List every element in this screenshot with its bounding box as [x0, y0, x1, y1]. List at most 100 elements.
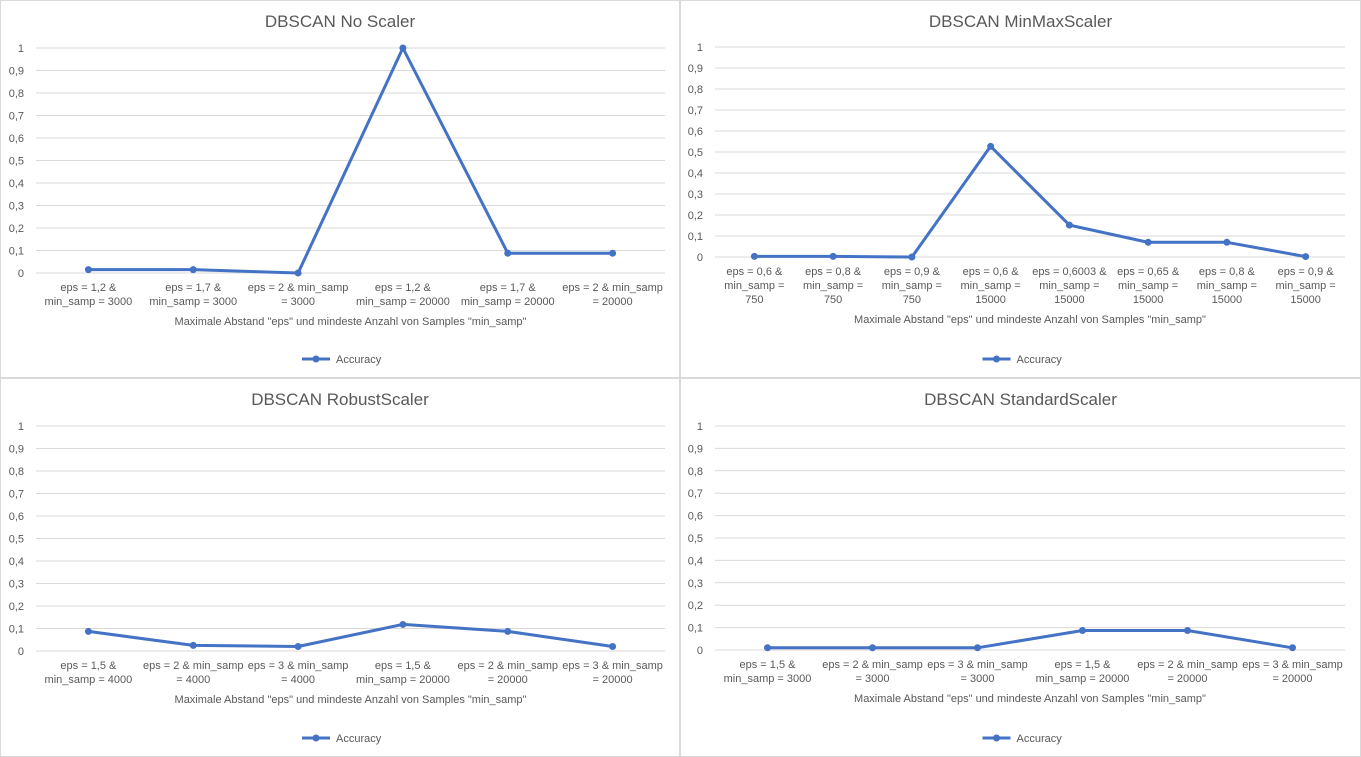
- data-point: [84, 266, 92, 274]
- data-point: [908, 253, 916, 261]
- x-tick-label: eps = 2 & min_samp = 20000: [562, 282, 663, 308]
- data-point: [1144, 238, 1152, 246]
- x-tick-label: eps = 3 & min_samp = 20000: [562, 660, 663, 686]
- x-tick-label: eps = 2 & min_samp = 3000: [248, 282, 349, 308]
- y-tick-label: 0,4: [688, 555, 703, 567]
- y-tick-label: 0,5: [9, 534, 24, 546]
- y-tick-label: 0: [18, 268, 24, 280]
- legend-label: Accuracy: [336, 733, 382, 745]
- x-tick-label: eps = 1,5 & min_samp = 20000: [1036, 659, 1130, 685]
- data-point: [750, 252, 758, 260]
- y-tick-label: 0,3: [688, 189, 703, 201]
- chart-panel-robust-scaler: DBSCAN RobustScaler 0 0,1 0,2 0,3 0,4 0,5 0,6 0,…: [1, 379, 679, 756]
- x-tick-label: eps = 0,8 & min_samp = 15000: [1197, 266, 1257, 306]
- series-line: [88, 622, 613, 648]
- data-point: [189, 266, 197, 274]
- y-tick-label: 0,9: [9, 444, 24, 456]
- data-point: [1289, 644, 1296, 652]
- legend-marker: [312, 355, 320, 363]
- x-axis-title: Maximale Abstand "eps" und mindeste Anza…: [175, 316, 527, 328]
- y-tick-label: 0,9: [688, 63, 703, 75]
- y-tick-label: 0,7: [9, 489, 24, 501]
- y-tick-label: 0,2: [688, 210, 703, 222]
- y-tick-label: 0,7: [688, 105, 703, 117]
- series-line: [767, 629, 1293, 650]
- data-point: [1184, 627, 1191, 635]
- x-tick-label: eps = 0,9 & min_samp = 15000: [1276, 266, 1336, 306]
- y-tick-label: 1: [18, 421, 24, 433]
- chart-panel-minmax-scaler: DBSCAN MinMaxScaler 0 0,1 0,2 0,3 0,4 0,5 0,6 0,…: [681, 1, 1360, 377]
- y-tick-label: 0,8: [688, 466, 703, 478]
- y-tick-label: 0,5: [688, 533, 703, 545]
- y-tick-label: 1: [18, 43, 24, 55]
- y-tick-label: 0,4: [9, 556, 24, 568]
- legend-label: Accuracy: [336, 354, 382, 366]
- chart-panel-no-scaler: DBSCAN No Scaler 0 0,1 0,2 0,3 0,4 0,5 0,6 0,7 0,…: [1, 1, 679, 377]
- y-tick-label: 0,9: [688, 443, 703, 455]
- data-point: [609, 643, 617, 650]
- x-axis-title: Maximale Abstand "eps" und mindeste Anza…: [854, 693, 1206, 705]
- x-tick-label: eps = 2 & min_samp = 20000: [457, 660, 558, 686]
- y-tick-label: 0,5: [9, 156, 24, 168]
- data-point: [189, 641, 197, 649]
- y-tick-label: 0,1: [9, 624, 24, 636]
- y-tick-label: 0,5: [688, 147, 703, 159]
- y-tick-label: 0,2: [9, 601, 24, 613]
- y-tick-label: 0,2: [9, 223, 24, 235]
- x-tick-label: eps = 1,7 & min_samp = 20000: [461, 282, 555, 308]
- y-tick-label: 0,1: [688, 623, 703, 635]
- chart-title: DBSCAN MinMaxScaler: [929, 12, 1113, 31]
- data-point: [504, 627, 512, 635]
- y-tick-label: 0,3: [688, 578, 703, 590]
- chart-title: DBSCAN StandardScaler: [924, 390, 1117, 409]
- y-tick-label: 0: [18, 646, 24, 658]
- y-tick-label: 0: [697, 645, 703, 657]
- legend-label: Accuracy: [1017, 354, 1063, 366]
- legend-marker: [312, 734, 320, 742]
- x-tick-label: eps = 0,6 & min_samp = 750: [724, 266, 784, 306]
- legend-marker: [993, 355, 1000, 363]
- y-tick-label: 0: [697, 252, 703, 264]
- y-tick-label: 0,8: [9, 88, 24, 100]
- y-tick-label: 0,4: [688, 168, 703, 180]
- data-point: [294, 643, 302, 650]
- y-tick-label: 0,8: [688, 84, 703, 96]
- x-tick-label: eps = 2 & min_samp = 20000: [1137, 659, 1238, 685]
- y-tick-label: 0,6: [9, 133, 24, 145]
- y-tick-label: 0,1: [9, 246, 24, 258]
- x-tick-label: eps = 1,2 & min_samp = 3000: [45, 282, 133, 308]
- y-tick-label: 0,6: [688, 511, 703, 523]
- x-tick-label: eps = 0,6003 & min_samp = 15000: [1032, 266, 1107, 306]
- x-tick-label: eps = 0,65 & min_samp = 15000: [1117, 266, 1180, 306]
- data-point: [504, 249, 512, 257]
- data-point: [1223, 238, 1231, 246]
- data-point: [609, 249, 617, 257]
- y-tick-label: 0,1: [688, 231, 703, 243]
- chart-no-scaler: DBSCAN No Scaler 0 0,1 0,2 0,3 0,4 0,5 0,6 0,7 0,…: [9, 12, 665, 366]
- x-tick-label: eps = 2 & min_samp = 4000: [143, 660, 244, 686]
- y-tick-label: 0,9: [9, 66, 24, 78]
- x-tick-label: eps = 2 & min_samp = 3000: [822, 659, 923, 685]
- y-tick-label: 0,3: [9, 201, 24, 213]
- data-point: [294, 269, 302, 277]
- chart-title: DBSCAN No Scaler: [265, 12, 416, 31]
- data-point: [764, 644, 771, 652]
- y-tick-label: 0,6: [9, 511, 24, 523]
- y-tick-label: 0,7: [688, 488, 703, 500]
- series-line: [754, 144, 1306, 259]
- data-point: [974, 644, 981, 652]
- data-point: [1065, 221, 1073, 229]
- x-axis-title: Maximale Abstand "eps" und mindeste Anza…: [175, 694, 527, 706]
- x-tick-label: eps = 1,5 & min_samp = 4000: [45, 660, 133, 686]
- chart-standard-scaler: DBSCAN StandardScaler 0 0,1 0,2 0,3 0,4 0,5 0,6…: [688, 390, 1345, 745]
- y-tick-label: 0,4: [9, 178, 24, 190]
- data-point: [399, 44, 407, 52]
- chart-robust-scaler: DBSCAN RobustScaler 0 0,1 0,2 0,3 0,4 0,5 0,6 0,…: [9, 390, 665, 745]
- chart-minmax-scaler: DBSCAN MinMaxScaler 0 0,1 0,2 0,3 0,4 0,5 0,6 0,…: [688, 12, 1345, 366]
- data-point: [829, 252, 837, 260]
- data-point: [399, 620, 407, 628]
- y-tick-label: 0,2: [688, 600, 703, 612]
- x-tick-label: eps = 1,5 & min_samp = 3000: [724, 659, 812, 685]
- chart-title: DBSCAN RobustScaler: [251, 390, 429, 409]
